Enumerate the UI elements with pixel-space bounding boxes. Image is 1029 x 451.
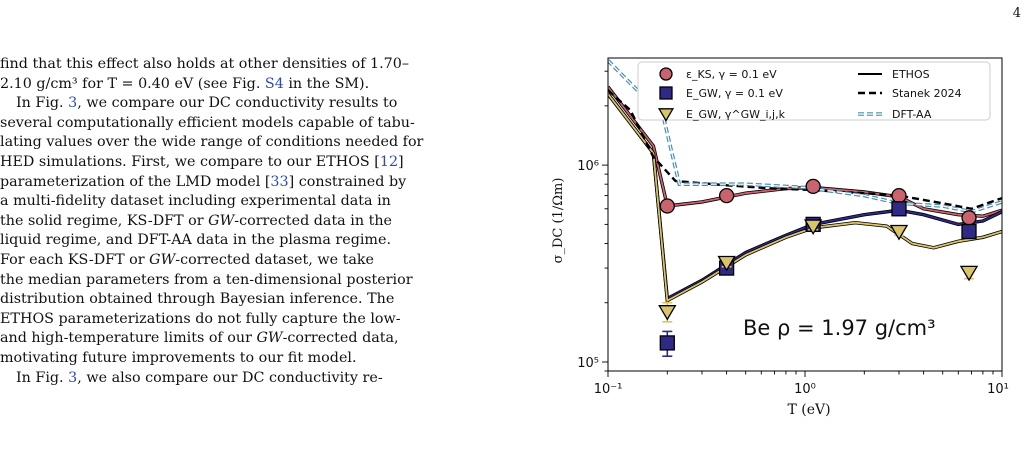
legend-label: Stanek 2024 bbox=[892, 87, 962, 100]
y-tick-label: 10⁶ bbox=[577, 159, 599, 174]
data-point-square bbox=[659, 335, 675, 351]
text-line: a multi-fidelity dataset including exper… bbox=[0, 193, 391, 210]
x-tick-label: 10¹ bbox=[987, 382, 1009, 397]
data-point-triangle bbox=[959, 265, 979, 282]
text-line: parameterization of the LMD model [33] c… bbox=[0, 173, 407, 190]
data-point-triangle bbox=[803, 219, 823, 236]
text-line: the median parameters from a ten-dimensi… bbox=[0, 271, 413, 288]
legend-label: ε_KS, γ = 0.1 eV bbox=[686, 68, 777, 81]
legend-box bbox=[637, 61, 991, 121]
legend-marker-square bbox=[659, 86, 673, 100]
plot-area bbox=[608, 59, 1002, 358]
legend-label: DFT-AA bbox=[892, 108, 932, 121]
stanek-2024-curve bbox=[608, 89, 1002, 211]
data-point-circle bbox=[961, 210, 977, 226]
text-line: In Fig. 3, we compare our DC conductivit… bbox=[16, 95, 398, 112]
text-line: liquid regime, and DFT-AA data in the pl… bbox=[0, 232, 391, 249]
body-text-column: find that this effect also holds at othe… bbox=[0, 55, 518, 388]
legend-label: ETHOS bbox=[892, 68, 930, 81]
text-line: For each KS-DFT or GW-corrected dataset,… bbox=[0, 251, 374, 268]
legend: ε_KS, γ = 0.1 eV E_GW, γ = 0.1 eV E_GW, γ^… bbox=[637, 61, 991, 122]
y-tick-label: 10⁵ bbox=[577, 356, 599, 371]
legend-label: E_GW, γ^GW_i,j,k bbox=[686, 108, 786, 121]
text-line: HED simulations. First, we compare to ou… bbox=[0, 153, 404, 170]
data-point-square bbox=[961, 223, 977, 240]
density-annotation: Be ρ = 1.97 g/cm³ bbox=[743, 316, 936, 340]
text-line: motivating future improvements to our fi… bbox=[0, 349, 357, 366]
curve-outline bbox=[608, 92, 1002, 304]
text-line: 2.10 g/cm³ for T = 0.40 eV (see Fig. S4 … bbox=[0, 75, 370, 92]
data-point-triangle bbox=[889, 224, 909, 241]
text-line: several computationally efficient models… bbox=[0, 114, 415, 131]
text-line: distribution obtained through Bayesian i… bbox=[0, 291, 395, 308]
conductivity-chart: 10⁻¹ 10⁰ 10¹ 10⁵ 10⁶ T (eV) σ_DC (1/Ωm) Be ρ = … bbox=[551, 57, 1009, 418]
dft-aa-curve-inner bbox=[608, 60, 1002, 213]
ethos-curve bbox=[608, 93, 1002, 303]
x-tick-label: 10⁰ bbox=[794, 382, 816, 397]
legend-marker-triangle bbox=[657, 108, 675, 122]
legend-label: E_GW, γ = 0.1 eV bbox=[686, 87, 783, 100]
data-point-triangle bbox=[717, 255, 736, 272]
curve-outline bbox=[608, 92, 1002, 302]
legend-marker-circle bbox=[659, 67, 673, 81]
data-point-circle bbox=[891, 187, 907, 204]
data-point-triangle bbox=[658, 305, 677, 321]
text-line: In Fig. 3, we also compare our DC conduc… bbox=[16, 369, 383, 386]
text-line: find that this effect also holds at othe… bbox=[0, 56, 410, 72]
x-tick-label: 10⁻¹ bbox=[594, 382, 623, 397]
ethos-curve bbox=[608, 93, 1002, 301]
text-line: ETHOS parameterizations do not fully cap… bbox=[0, 310, 401, 327]
data-point-circle bbox=[805, 178, 821, 195]
conductivity-figure: 10⁻¹ 10⁰ 10¹ 10⁵ 10⁶ T (eV) σ_DC (1/Ωm) Be ρ = … bbox=[540, 48, 1029, 448]
y-axis-label: σ_DC (1/Ωm) bbox=[551, 178, 566, 264]
text-line: lating values over the wide range of con… bbox=[0, 134, 424, 151]
text-line: the solid regime, KS-DFT or GW-corrected… bbox=[0, 212, 392, 229]
page-number: 4 bbox=[1012, 6, 1021, 21]
data-point-square bbox=[891, 201, 907, 217]
data-point-circle bbox=[659, 198, 675, 214]
text-line: and high-temperature limits of our GW-co… bbox=[0, 330, 399, 347]
data-point-circle bbox=[718, 187, 735, 204]
x-axis-label: T (eV) bbox=[787, 402, 830, 418]
